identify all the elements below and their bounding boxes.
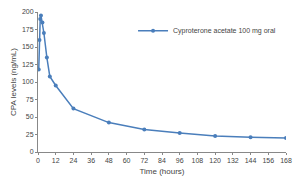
svg-text:Cyproterone acetate 100 mg ora: Cyproterone acetate 100 mg oral (173, 27, 276, 35)
svg-text:48: 48 (105, 157, 113, 164)
svg-text:175: 175 (22, 26, 34, 33)
svg-text:50: 50 (26, 113, 34, 120)
svg-text:36: 36 (87, 157, 95, 164)
svg-text:72: 72 (140, 157, 148, 164)
svg-text:100: 100 (22, 78, 34, 85)
svg-text:144: 144 (245, 157, 257, 164)
svg-text:Time (hours): Time (hours) (139, 167, 184, 176)
svg-text:0: 0 (30, 148, 34, 155)
svg-text:200: 200 (22, 8, 34, 15)
svg-text:108: 108 (192, 157, 204, 164)
svg-text:84: 84 (158, 157, 166, 164)
svg-text:60: 60 (123, 157, 131, 164)
svg-text:25: 25 (26, 131, 34, 138)
svg-text:120: 120 (209, 157, 221, 164)
svg-text:75: 75 (26, 96, 34, 103)
svg-text:168: 168 (280, 157, 292, 164)
svg-text:156: 156 (262, 157, 274, 164)
svg-text:132: 132 (227, 157, 239, 164)
svg-text:CPA levels (ng/mL): CPA levels (ng/mL) (9, 48, 18, 116)
svg-text:150: 150 (22, 43, 34, 50)
svg-text:125: 125 (22, 61, 34, 68)
svg-text:24: 24 (70, 157, 78, 164)
svg-text:96: 96 (176, 157, 184, 164)
svg-text:0: 0 (36, 157, 40, 164)
svg-text:12: 12 (52, 157, 60, 164)
